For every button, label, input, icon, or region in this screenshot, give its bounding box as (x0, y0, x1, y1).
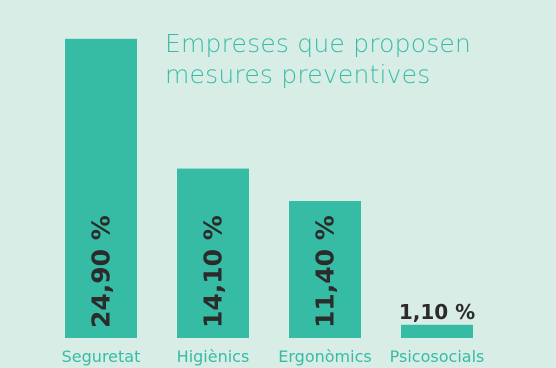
chart-title-line-2: mesures preventives (165, 60, 431, 89)
chart-title-line-1: Empreses que proposen (165, 29, 472, 58)
bar-seguretat (65, 38, 137, 339)
value-label-seguretat: 24,90 % (87, 215, 116, 328)
category-label-seguretat: Seguretat (62, 347, 141, 366)
value-label-higiènics: 14,10 % (199, 215, 228, 328)
bar-ergonòmics (289, 201, 361, 338)
value-label-ergonòmics: 11,40 % (311, 215, 340, 328)
value-label-psicosocials: 1,10 % (399, 300, 475, 324)
category-label-higiènics: Higiènics (177, 347, 250, 366)
category-label-psicosocials: Psicosocials (390, 347, 485, 366)
bar-psicosocials (401, 324, 473, 338)
bar-higiènics (177, 168, 249, 338)
category-label-ergonòmics: Ergonòmics (278, 347, 371, 366)
chart-title: Empreses que proposen mesures preventive… (165, 28, 471, 90)
